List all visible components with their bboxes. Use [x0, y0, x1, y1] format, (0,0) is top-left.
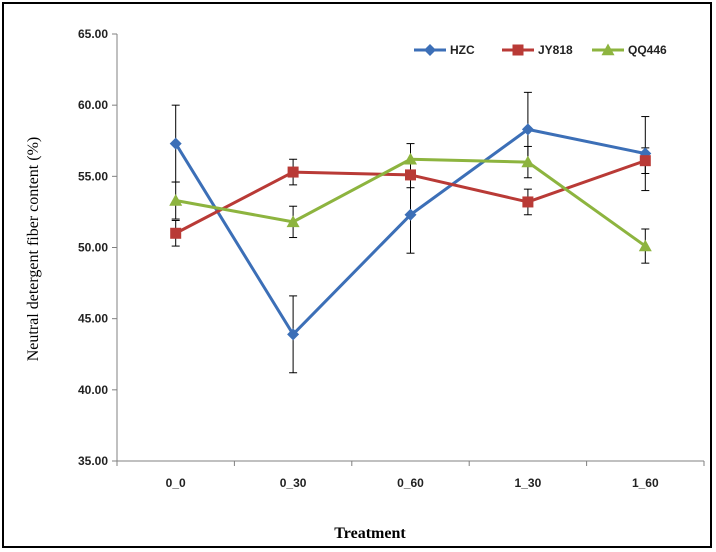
y-tick-label: 35.00 — [78, 454, 108, 468]
legend-marker-jy818 — [512, 44, 524, 56]
y-tick-label: 65.00 — [78, 27, 108, 41]
data-point-hzc — [521, 123, 534, 136]
data-point-jy818 — [287, 166, 299, 178]
y-tick-label: 40.00 — [78, 383, 108, 397]
y-axis-title: Neutral detergent fiber content (%) — [25, 137, 42, 362]
legend-label-qq446: QQ446 — [628, 43, 667, 57]
legend-label-hzc: HZC — [450, 43, 475, 57]
x-axis-title: Treatment — [334, 525, 406, 542]
data-point-jy818 — [522, 196, 534, 208]
data-point-hzc — [169, 137, 182, 150]
error-bars — [171, 91, 650, 374]
legend: HZC JY818 QQ446 — [414, 43, 667, 57]
data-point-qq446 — [521, 155, 535, 168]
y-tick-label: 45.00 — [78, 312, 108, 326]
data-point-jy818 — [639, 155, 651, 167]
data-point-qq446 — [286, 215, 300, 228]
data-point-hzc — [404, 208, 417, 221]
y-tick-label: 60.00 — [78, 98, 108, 112]
x-tick-label: 1_30 — [515, 476, 542, 490]
legend-marker-qq446 — [601, 43, 615, 56]
series-markers — [169, 123, 652, 341]
x-tick-label: 0_60 — [397, 476, 424, 490]
legend-label-jy818: JY818 — [538, 43, 573, 57]
data-point-hzc — [287, 328, 300, 341]
x-tick-label: 1_60 — [632, 476, 659, 490]
x-tick-label: 0_0 — [166, 476, 186, 490]
data-point-qq446 — [404, 152, 417, 165]
y-tick-label: 50.00 — [78, 241, 108, 255]
data-point-qq446 — [638, 239, 652, 252]
y-axis-ticks: 35.00 40.00 45.00 50.00 55.00 60.00 65.00 — [78, 27, 117, 468]
data-point-jy818 — [170, 227, 182, 239]
x-tick-label: 0_30 — [280, 476, 307, 490]
x-axis-ticks: 0_0 0_30 0_60 1_30 1_60 — [116, 461, 705, 490]
data-point-jy818 — [405, 169, 416, 181]
legend-marker-hzc — [424, 44, 436, 56]
data-point-qq446 — [169, 194, 183, 206]
y-tick-label: 55.00 — [78, 169, 108, 183]
